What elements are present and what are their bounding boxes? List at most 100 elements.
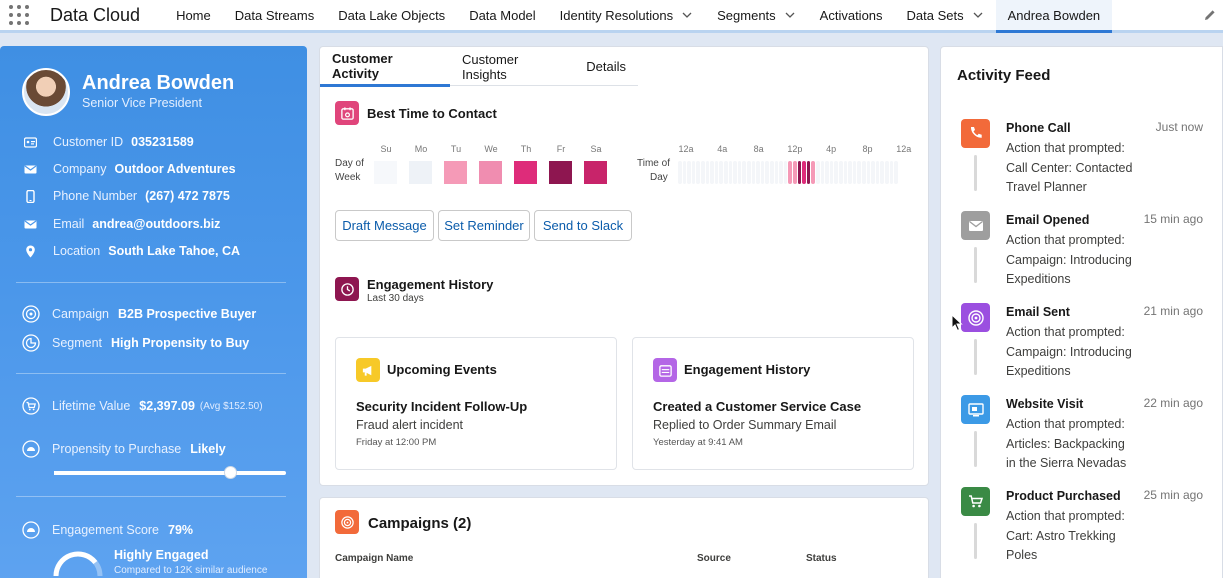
chevron-down-icon[interactable]	[972, 9, 984, 21]
profile-title: Senior Vice President	[82, 96, 202, 110]
hour-heat-cell	[834, 161, 838, 184]
set-reminder-button[interactable]: Set Reminder	[438, 210, 530, 241]
day-heat-cell	[409, 161, 432, 184]
send-to-slack-button[interactable]: Send to Slack	[534, 210, 632, 241]
hour-heat-cell	[742, 161, 746, 184]
id-card-icon	[24, 136, 37, 148]
hour-heat-cell	[714, 161, 719, 184]
draft-message-button[interactable]: Draft Message	[335, 210, 434, 241]
nav-item-andrea-bowden[interactable]: Andrea Bowden	[995, 0, 1113, 33]
hour-heat-cell	[871, 161, 875, 184]
engagement-history-card[interactable]: Engagement History Created a Customer Se…	[632, 337, 914, 470]
company-value: Outdoor Adventures	[114, 162, 236, 176]
lifetime-value-value: $2,397.09	[139, 399, 195, 413]
timeline-connector	[974, 339, 977, 375]
hour-heat-cell	[885, 161, 889, 184]
nav-items: Home Data Streams Data Lake Objects Data Mo…	[164, 0, 1113, 33]
day-header: Th	[520, 144, 532, 154]
engagement-history-title: Engagement History	[367, 277, 494, 292]
propensity-slider[interactable]	[54, 466, 286, 479]
upcoming-events-card[interactable]: Upcoming Events Security Incident Follow…	[335, 337, 617, 470]
calendar-icon	[335, 101, 359, 125]
hour-heat-cell	[701, 161, 705, 184]
engagement-status: Highly Engaged	[114, 548, 209, 562]
propensity-slider-fill	[54, 471, 231, 475]
campaign-value: B2B Prospective Buyer	[117, 307, 257, 321]
hour-heat-cell	[848, 161, 852, 184]
feed-item-title: Phone Call	[1006, 121, 1071, 135]
email-value[interactable]: andrea@outdoors.biz	[92, 217, 221, 231]
feed-item-time: 15 min ago	[1143, 212, 1203, 226]
company-icon	[24, 165, 37, 173]
feed-item-title: Product Purchased	[1006, 489, 1121, 503]
day-of-week-label: Day of Week	[335, 158, 364, 183]
email-row: Email andrea@outdoors.biz	[24, 215, 220, 233]
nav-item-label: Andrea Bowden	[1007, 7, 1101, 23]
nav-item-identity-resolutions[interactable]: Identity Resolutions	[548, 0, 705, 30]
chevron-down-icon[interactable]	[681, 9, 693, 21]
nav-item-activations[interactable]: Activations	[808, 0, 895, 30]
feed-item-desc-line: Campaign: Introducing	[1006, 252, 1132, 267]
engagement-icon	[22, 521, 40, 539]
feed-item-time: 25 min ago	[1143, 488, 1203, 502]
segment-value: High Propensity to Buy	[111, 336, 250, 350]
column-source[interactable]: Source	[697, 553, 731, 564]
nav-item-data-streams[interactable]: Data Streams	[223, 0, 326, 30]
nav-item-label: Activations	[819, 7, 883, 23]
hour-heat-cell	[691, 161, 696, 184]
hour-header: 12a	[896, 144, 912, 154]
day-heat-cell	[444, 161, 467, 184]
day-heat-cell	[514, 161, 537, 184]
engagement-score-row: Engagement Score 79%	[22, 521, 193, 539]
engagement-gauge	[53, 551, 103, 576]
feed-item-desc-line: Call Center: Contacted	[1006, 160, 1133, 175]
hour-header: 4a	[717, 144, 728, 154]
hour-heat-cell	[678, 161, 682, 184]
propensity-slider-thumb[interactable]	[224, 466, 238, 479]
mouse-cursor-icon	[951, 314, 963, 332]
nav-item-data-lake-objects[interactable]: Data Lake Objects	[326, 0, 457, 30]
divider	[16, 496, 286, 497]
feed-item-desc: Action that prompted: Cart: Astro Trekkin…	[1006, 507, 1166, 566]
email-label: Email	[53, 217, 85, 231]
day-header: Sa	[590, 144, 602, 154]
segment-icon	[22, 334, 40, 352]
chevron-down-icon[interactable]	[784, 9, 796, 21]
tab-customer-activity[interactable]: Customer Activity	[320, 47, 450, 87]
hour-heat-cell	[793, 161, 797, 184]
feed-item-desc-line: Poles	[1006, 548, 1038, 562]
lifetime-value-label: Lifetime Value	[52, 399, 131, 413]
divider	[16, 282, 286, 283]
column-campaign-name[interactable]: Campaign Name	[335, 553, 414, 564]
column-status[interactable]: Status	[806, 553, 837, 564]
feed-item-desc-line: Action that prompted:	[1006, 509, 1125, 523]
engagement-score-label: Engagement Score	[52, 523, 160, 537]
calendar-icon	[653, 358, 677, 382]
app-name: Data Cloud	[50, 4, 141, 25]
hour-heat-cell	[724, 161, 728, 184]
hour-heat-cell	[816, 161, 820, 184]
feed-item-desc-line: Action that prompted:	[1006, 325, 1125, 339]
nav-item-home[interactable]: Home	[164, 0, 223, 30]
hour-heat-cell	[682, 161, 687, 184]
app-launcher-icon[interactable]	[9, 5, 29, 25]
timeline-connector	[974, 431, 977, 467]
customer-id-value: 035231589	[131, 135, 194, 149]
nav-item-data-model[interactable]: Data Model	[457, 0, 547, 30]
location-value: South Lake Tahoe, CA	[108, 244, 240, 258]
tab-customer-insights[interactable]: Customer Insights	[462, 51, 519, 82]
hour-heat-cell	[802, 161, 806, 184]
tab-details[interactable]: Details	[586, 59, 626, 74]
upcoming-events-title: Upcoming Events	[387, 362, 497, 377]
avatar	[22, 68, 70, 116]
customer-activity-panel: Customer Activity Customer Insights Deta…	[319, 46, 929, 486]
nav-item-segments[interactable]: Segments	[705, 0, 808, 30]
tab-bar: Customer Activity Customer Insights Deta…	[320, 47, 638, 87]
hour-header: 8a	[753, 144, 764, 154]
engagement-history-card-title: Engagement History	[684, 362, 811, 377]
propensity-value: Likely	[190, 442, 226, 456]
nav-item-label: Data Lake Objects	[338, 7, 446, 23]
nav-item-data-sets[interactable]: Data Sets	[895, 0, 996, 30]
edit-nav-icon[interactable]	[1203, 8, 1217, 22]
day-heat-cell	[374, 161, 397, 184]
